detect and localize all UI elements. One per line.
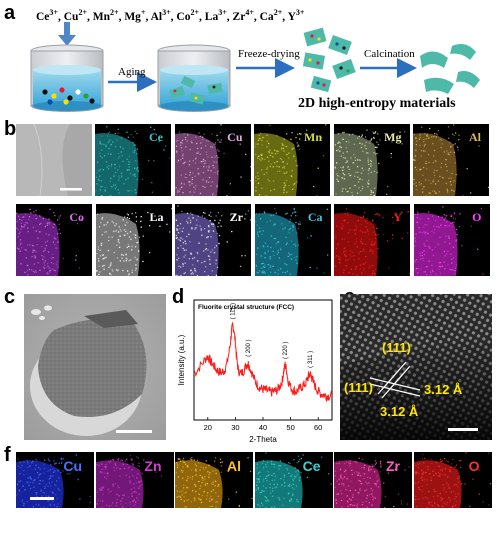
panel-label-a: a — [4, 2, 16, 24]
xrd-chart: 20 30 40 50 60 ( 111 ) ( 200 ) ( 220 ) ( 311 ) Fl… — [177, 299, 333, 444]
element-label-y: Y — [393, 210, 402, 224]
ion-mg: Mg+ — [124, 8, 146, 23]
elemental-map-la: La — [95, 204, 172, 276]
element-label-co: Co — [69, 210, 84, 224]
ion-la: La3+ — [204, 8, 227, 23]
plane-label-1: (111) — [382, 340, 411, 355]
element-label-mn: Mn — [304, 130, 322, 144]
panel-label-b: b — [4, 118, 17, 140]
ion-cu: Cu2+ — [63, 8, 87, 23]
high-entropy-sheets — [420, 44, 480, 94]
step-freeze-drying-label: Freeze-drying — [238, 48, 300, 60]
element-label-al: Al — [469, 130, 481, 144]
beaker-1 — [30, 44, 104, 112]
beaker-2 — [157, 44, 231, 112]
y-axis-label: Intensity (a.u.) — [177, 334, 186, 385]
scale-bar — [30, 497, 54, 500]
elemental-map-cu: Cu — [16, 452, 94, 508]
x-tick-label: 30 — [231, 423, 239, 432]
element-label-al: Al — [227, 458, 241, 474]
elemental-map-co: Co — [16, 204, 92, 276]
step-aging-label: Aging — [118, 66, 146, 78]
element-label-cu: Cu — [227, 130, 243, 144]
ion-y: Y3+ — [287, 8, 305, 23]
x-tick-label: 40 — [259, 423, 267, 432]
elemental-map-zn: Zn — [95, 452, 174, 508]
x-tick-label: 50 — [286, 423, 294, 432]
synthesis-schematic — [30, 22, 480, 112]
elemental-map-mg: Mg — [333, 124, 410, 196]
chart-title: Fluorite crystal structure (FCC) — [198, 304, 294, 311]
feed-arrow — [64, 22, 70, 36]
x-tick-label: 20 — [204, 423, 212, 432]
d-spacing-1: 3.12 Å — [424, 382, 463, 397]
elemental-map-ce: Ce — [95, 124, 171, 196]
elemental-map-mn: Mn — [254, 124, 330, 196]
x-axis-label: 2-Theta — [249, 435, 277, 444]
element-label-ca: Ca — [307, 210, 323, 224]
d-spacing-2: 3.12 Å — [380, 404, 419, 419]
element-label-zr: Zr — [386, 458, 400, 474]
element-label-o: O — [468, 458, 480, 474]
ion-co: Co2+ — [176, 8, 200, 23]
element-label-zr: Zr — [229, 210, 243, 224]
peak-label: ( 111 ) — [231, 303, 237, 319]
elemental-map-o: O — [413, 452, 492, 508]
hrtem-image-e — [340, 294, 492, 440]
result-label: 2D high-entropy materials — [298, 96, 456, 111]
metal-ion-list: Ce3+, Cu2+, Mn2+, Mg+, Al3+, Co2+, La3+,… — [36, 8, 305, 23]
xrd-series-line — [193, 321, 332, 403]
peak-label: ( 200 ) — [246, 339, 252, 356]
elemental-map-al: Al — [175, 452, 253, 508]
element-label-cu: Cu — [63, 458, 82, 474]
panel-label-f: f — [4, 444, 11, 466]
ion-zr: Zr4+ — [232, 8, 254, 23]
panel-label-c: c — [4, 286, 16, 308]
ion-mn: Mn2+ — [92, 8, 119, 23]
ion-ce: Ce3+ — [36, 8, 58, 23]
peak-label: ( 311 ) — [308, 351, 314, 368]
element-label-ce: Ce — [149, 130, 163, 144]
step-calcination-label: Calcination — [364, 48, 415, 60]
elemental-map-cu: Cu — [174, 124, 251, 196]
element-label-la: La — [149, 210, 164, 224]
element-label-zn: Zn — [144, 458, 162, 474]
ion-ca: Ca2+ — [259, 8, 283, 23]
element-label-mg: Mg — [384, 130, 402, 144]
tem-image-c — [24, 294, 166, 440]
elemental-map-y: Y — [334, 204, 410, 276]
ion-al: Al3+ — [150, 8, 171, 23]
elemental-map-ce: Ce — [254, 452, 333, 508]
elemental-map-zr: Zr — [175, 204, 251, 276]
elemental-map-o: O — [413, 204, 490, 276]
x-tick-label: 60 — [314, 423, 322, 432]
tem-image-b — [16, 124, 92, 196]
plane-label-2: (111) — [344, 380, 373, 395]
element-label-o: O — [472, 210, 482, 224]
element-label-ce: Ce — [302, 458, 321, 474]
panel-label-d: d — [172, 286, 185, 308]
elemental-map-zr: Zr — [334, 452, 412, 508]
elemental-map-ca: Ca — [254, 204, 331, 276]
peak-label: ( 220 ) — [283, 342, 289, 359]
elemental-map-al: Al — [413, 124, 489, 196]
plot-frame — [193, 299, 333, 421]
freeze-dried-flakes — [302, 27, 356, 93]
